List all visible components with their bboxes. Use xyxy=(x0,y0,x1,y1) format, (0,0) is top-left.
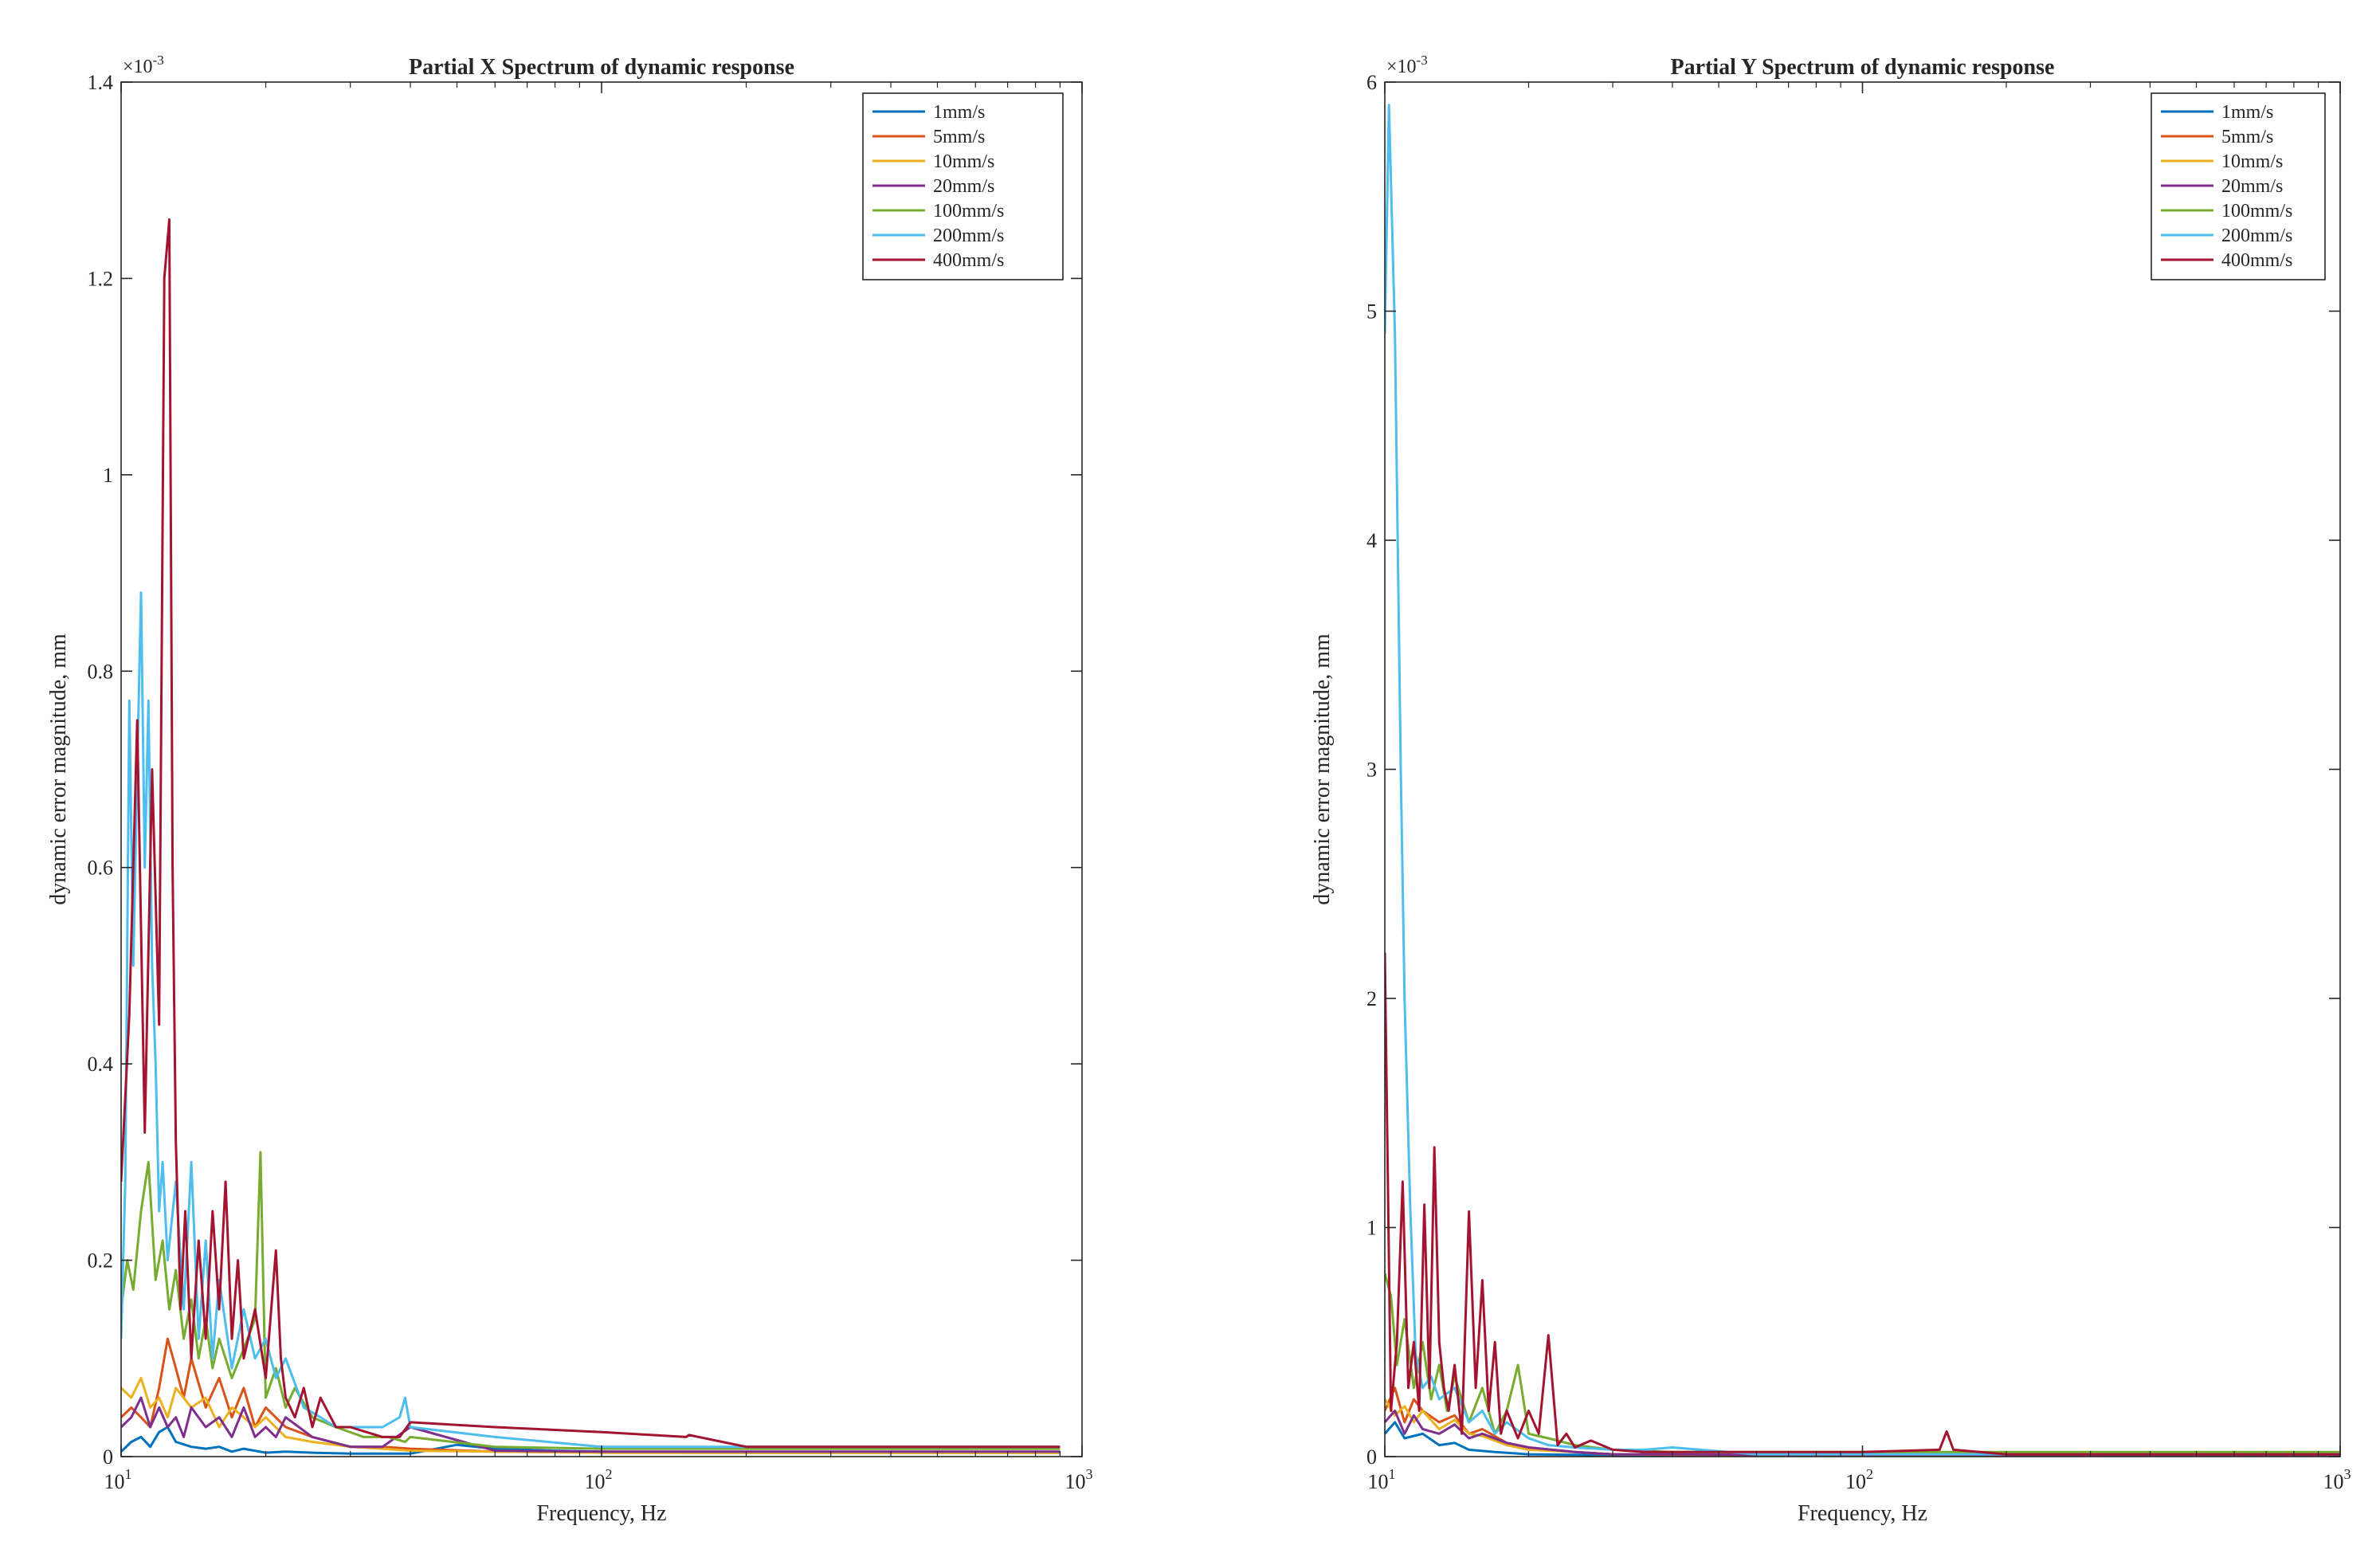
legend-label: 10mm/s xyxy=(2221,151,2283,172)
y-tick-label: 0 xyxy=(103,1445,113,1469)
series-line-20mm-per-s xyxy=(121,1396,1061,1453)
legend-label: 1mm/s xyxy=(2221,102,2273,123)
y-tick-label: 1.2 xyxy=(88,267,114,290)
y-tick-label: 1 xyxy=(103,464,113,487)
legend-label: 200mm/s xyxy=(933,226,1004,246)
series-line-200mm-per-s xyxy=(1385,104,2340,1456)
x-tick-label: 102 xyxy=(585,1466,613,1493)
y-tick-label: 0 xyxy=(1366,1445,1377,1469)
legend-label: 400mm/s xyxy=(2221,250,2292,271)
y-tick-label: 6 xyxy=(1366,71,1377,94)
series-line-400mm-per-s xyxy=(121,218,1061,1449)
legend-label: 100mm/s xyxy=(2221,201,2292,222)
y-tick-label: 0.2 xyxy=(88,1249,114,1273)
chart-partial-y: 0 1 2 3 4 5 6 101 102 103 ×10-3 Partial Y Spectrum … xyxy=(1310,53,2351,1526)
legend-label: 20mm/s xyxy=(933,176,994,197)
x-tick-label: 103 xyxy=(1065,1466,1093,1493)
series-line-400mm-per-s xyxy=(1385,952,2340,1456)
legend-label: 5mm/s xyxy=(933,127,985,147)
series-line-100mm-per-s xyxy=(1385,1273,2340,1453)
x-tick-label: 103 xyxy=(2323,1466,2351,1493)
x-tick-label: 101 xyxy=(1368,1466,1396,1493)
legend-label: 10mm/s xyxy=(933,151,994,172)
y-axis-label: dynamic error magnitude, mm xyxy=(1310,633,1335,905)
chart-title: Partial X Spectrum of dynamic response xyxy=(409,55,794,80)
series-group xyxy=(121,218,1061,1455)
chart-partial-x: 0 0.2 0.4 0.6 0.8 1 1.2 1.4 101 102 103 ×10-3 Partia… xyxy=(46,53,1093,1526)
legend-label: 20mm/s xyxy=(2221,176,2283,197)
y-tick-label: 3 xyxy=(1366,759,1377,782)
series-line-100mm-per-s xyxy=(121,1151,1061,1450)
y-tick-label: 4 xyxy=(1366,529,1377,552)
y-tick-label: 0.4 xyxy=(88,1053,114,1076)
x-tick-label: 102 xyxy=(1845,1466,1873,1493)
axes-box xyxy=(1384,81,2341,1457)
x-axis-label: Frequency, Hz xyxy=(1798,1501,1927,1526)
series-group xyxy=(1385,104,2340,1457)
y-tick-label: 1.4 xyxy=(88,71,114,94)
y-tick-label: 1 xyxy=(1366,1217,1377,1240)
x-tick-label: 101 xyxy=(104,1466,132,1493)
legend-label: 200mm/s xyxy=(2221,226,2292,246)
y-exponent-label: ×10-3 xyxy=(123,53,164,77)
y-exponent-label: ×10-3 xyxy=(1386,53,1428,77)
y-tick-label: 5 xyxy=(1366,300,1377,324)
legend: 1mm/s 5mm/s 10mm/s 20mm/s 100mm/s 200mm/s 400m… xyxy=(2151,92,2326,280)
x-axis-label: Frequency, Hz xyxy=(536,1501,666,1526)
axes-box xyxy=(120,81,1083,1457)
legend-label: 5mm/s xyxy=(2221,127,2273,147)
y-tick-label: 2 xyxy=(1366,987,1377,1010)
legend-label: 100mm/s xyxy=(933,201,1004,222)
series-line-5mm-per-s xyxy=(1385,1386,2340,1457)
series-line-200mm-per-s xyxy=(121,591,1061,1449)
y-tick-label: 0.6 xyxy=(88,857,114,880)
legend: 1mm/s 5mm/s 10mm/s 20mm/s 100mm/s 200mm/s 400m… xyxy=(862,92,1064,280)
legend-label: 400mm/s xyxy=(933,250,1004,271)
y-axis-label: dynamic error magnitude, mm xyxy=(46,633,71,905)
chart-title: Partial Y Spectrum of dynamic response xyxy=(1671,55,2055,80)
y-tick-label: 0.8 xyxy=(88,660,114,683)
legend-label: 1mm/s xyxy=(933,102,985,123)
